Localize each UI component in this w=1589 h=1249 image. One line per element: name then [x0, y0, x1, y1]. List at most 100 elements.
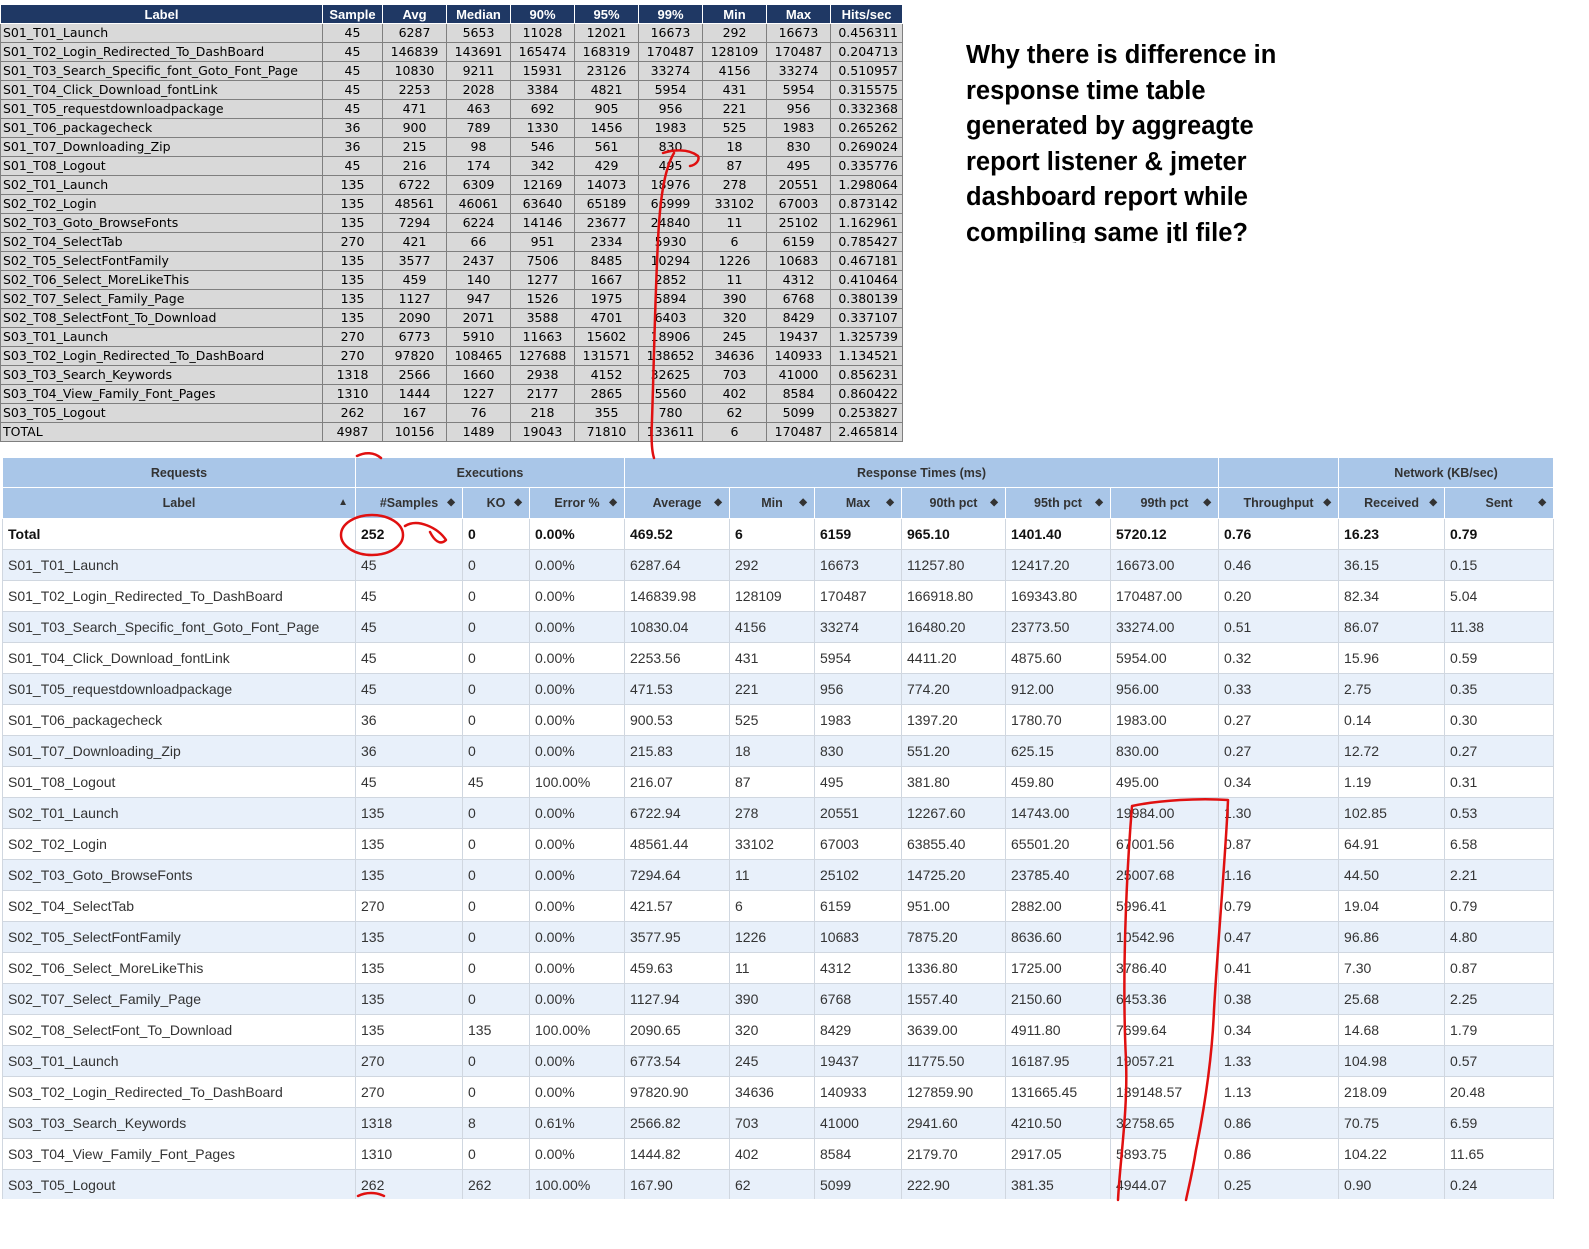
sort-icon[interactable]: ◆ [1538, 497, 1547, 508]
dashboard-row: S02_T04_SelectTab 270 0 0.00% 421.57 6 6159 951… [2, 890, 1555, 922]
column-header-label: 90th pct [929, 496, 978, 510]
aggregate-row: S02_T05_SelectFontFamily 135 3577 2437 7506 8… [0, 251, 903, 271]
column-header-label: Min [761, 496, 783, 510]
dashboard-cell: 41000 [814, 1107, 902, 1139]
dashboard-cell: 100.00% [529, 1169, 625, 1201]
aggregate-cell: 1975 [574, 289, 639, 309]
dashboard-cell: 25.68 [1338, 983, 1446, 1015]
dashboard-cell: 381.80 [901, 766, 1006, 798]
column-header-error[interactable]: Error % ◆ [529, 487, 625, 519]
aggregate-cell: 45 [322, 61, 383, 81]
aggregate-cell: 6403 [638, 308, 703, 328]
sort-icon[interactable]: ◆ [886, 497, 894, 508]
aggregate-cell: 66999 [638, 194, 703, 214]
aggregate-cell: 1330 [510, 118, 575, 138]
sort-icon[interactable]: ◆ [714, 497, 722, 508]
group-response-times: Response Times (ms) [623, 457, 1220, 488]
dashboard-cell: 0.00% [529, 735, 625, 767]
dashboard-cell: 10542.96 [1109, 921, 1220, 953]
dashboard-cell: 0.27 [1218, 704, 1340, 736]
aggregate-row: S01_T08_Logout 45 216 174 342 429 495 87 495 0.33… [0, 156, 903, 176]
dashboard-cell: 8429 [814, 1014, 902, 1046]
aggregate-cell: 131571 [574, 346, 639, 366]
sort-icon[interactable]: ◆ [1429, 497, 1438, 508]
sort-icon[interactable]: ◆ [1095, 497, 1103, 508]
aggregate-cell: 135 [322, 251, 383, 271]
aggregate-cell: 15602 [574, 327, 639, 347]
aggregate-cell: 4701 [574, 308, 639, 328]
dashboard-cell: 36 [355, 704, 463, 736]
dashboard-cell: 139148.57 [1109, 1076, 1220, 1108]
dashboard-cell: 459.80 [1005, 766, 1111, 798]
aggregate-cell: 495 [638, 156, 703, 176]
dashboard-cell: 1983.00 [1109, 704, 1220, 736]
sort-icon[interactable]: ◆ [990, 497, 998, 508]
column-header-received[interactable]: Received ◆ [1338, 487, 1446, 519]
aggregate-cell: 0.873142 [830, 194, 903, 214]
aggregate-cell-label: S02_T01_Launch [0, 175, 323, 195]
aggregate-cell: 133611 [638, 422, 703, 442]
dashboard-row: S01_T03_Search_Specific_font_Goto_Font_P… [2, 611, 1555, 643]
dashboard-cell: 0.00% [529, 952, 625, 984]
dashboard-cell: 0.00% [529, 1045, 625, 1077]
dashboard-row: S01_T07_Downloading_Zip 36 0 0.00% 215.83 18 8… [2, 735, 1555, 767]
dashboard-cell: 166918.80 [901, 580, 1006, 612]
aggregate-cell: 4987 [322, 422, 383, 442]
column-header-95th-pct[interactable]: 95th pct ◆ [1005, 487, 1111, 519]
column-header-throughput[interactable]: Throughput ◆ [1218, 487, 1340, 519]
dashboard-cell: 8 [462, 1107, 530, 1139]
dashboard-cell: 1.79 [1444, 1014, 1555, 1046]
aggregate-cell: 140 [446, 270, 511, 290]
aggregate-cell: 45 [322, 23, 383, 43]
column-header-99th-pct[interactable]: 99th pct ◆ [1109, 487, 1220, 519]
aggregate-cell: 2028 [446, 80, 511, 100]
column-header-90th-pct[interactable]: 90th pct ◆ [901, 487, 1006, 519]
aggregate-cell: 168319 [574, 42, 639, 62]
dashboard-cell: 70.75 [1338, 1107, 1446, 1139]
aggregate-cell: 6287 [382, 23, 447, 43]
aggregate-cell: 956 [766, 99, 831, 119]
sort-icon[interactable]: ◆ [799, 497, 807, 508]
aggregate-cell: 135 [322, 270, 383, 290]
dashboard-cell: 5954 [814, 642, 902, 674]
column-header-min[interactable]: Min ◆ [729, 487, 815, 519]
column-header-ko[interactable]: KO ◆ [462, 487, 530, 519]
dashboard-cell: 7699.64 [1109, 1014, 1220, 1046]
sort-icon[interactable]: ◆ [1323, 497, 1332, 508]
sort-icon[interactable]: ◆ [1203, 497, 1212, 508]
aggregate-cell: 0.856231 [830, 365, 903, 385]
aggregate-cell: 63640 [510, 194, 575, 214]
aggregate-cell: 6224 [446, 213, 511, 233]
aggregate-cell: 692 [510, 99, 575, 119]
aggregate-cell: 1127 [382, 289, 447, 309]
dashboard-cell: 262 [355, 1169, 463, 1201]
dashboard-cell: 0.24 [1444, 1169, 1555, 1201]
column-header-sent[interactable]: Sent ◆ [1444, 487, 1555, 519]
dashboard-cell: 0.86 [1218, 1138, 1340, 1170]
dashboard-cell: 625.15 [1005, 735, 1111, 767]
aggregate-cell-label: S03_T02_Login_Redirected_To_DashBoard [0, 346, 323, 366]
aggregate-cell: 1227 [446, 384, 511, 404]
dashboard-cell: 135 [355, 983, 463, 1015]
aggregate-cell-label: TOTAL [0, 422, 323, 442]
dashboard-cell: 0 [462, 611, 530, 643]
aggregate-cell: 135 [322, 175, 383, 195]
aggregate-cell: 62 [702, 403, 767, 423]
dashboard-cell: 216.07 [624, 766, 730, 798]
column-header-samples[interactable]: #Samples ◆ [355, 487, 463, 519]
sort-icon[interactable]: ◆ [609, 497, 617, 508]
column-header-average[interactable]: Average ◆ [624, 487, 730, 519]
dashboard-cell: 2.75 [1338, 673, 1446, 705]
dashboard-cell-label: S01_T02_Login_Redirected_To_DashBoard [2, 580, 356, 612]
column-header-max[interactable]: Max ◆ [814, 487, 902, 519]
column-header-label[interactable]: Label ▲ [2, 487, 356, 519]
dashboard-cell: 4.80 [1444, 921, 1555, 953]
sort-icon[interactable]: ◆ [514, 497, 522, 508]
aggregate-row: S01_T03_Search_Specific_font_Goto_Font_P… [0, 61, 903, 81]
dashboard-cell: 16187.95 [1005, 1045, 1111, 1077]
sort-icon[interactable]: ◆ [447, 497, 455, 508]
dashboard-cell: 10830.04 [624, 611, 730, 643]
dashboard-cell: 278 [729, 797, 815, 829]
dashboard-cell: 0 [462, 1076, 530, 1108]
sort-ascending-icon[interactable]: ▲ [338, 497, 348, 508]
